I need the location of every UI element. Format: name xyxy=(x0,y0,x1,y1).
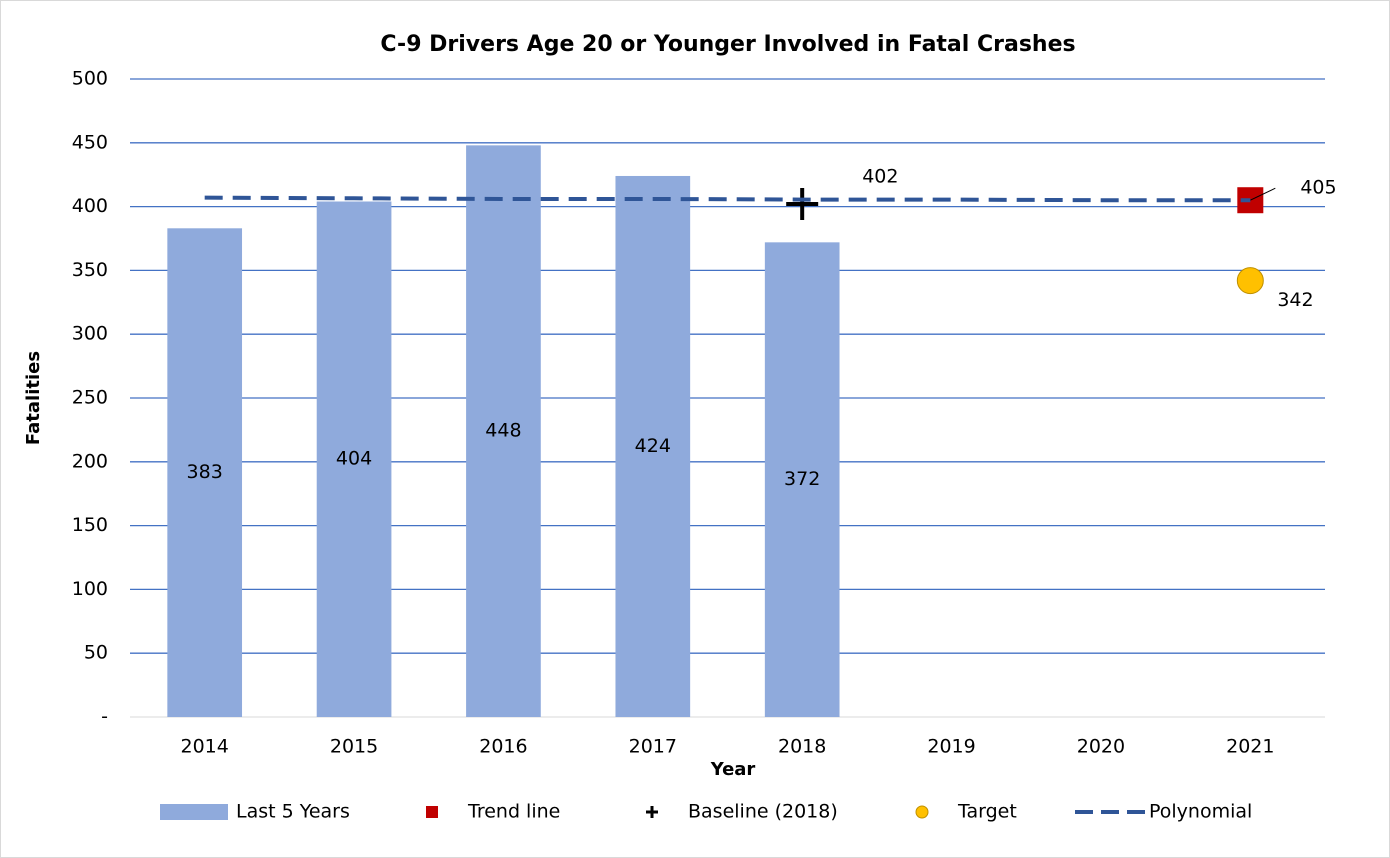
x-tick-label: 2020 xyxy=(1077,736,1125,758)
y-tick-label: 400 xyxy=(72,195,108,217)
data-label: 404 xyxy=(336,448,372,470)
x-tick-label: 2016 xyxy=(479,736,527,758)
y-tick-label: - xyxy=(101,706,108,728)
x-tick-label: 2017 xyxy=(629,736,677,758)
legend-label: Target xyxy=(957,801,1017,823)
legend-label: Last 5 Years xyxy=(236,801,350,823)
y-tick-label: 100 xyxy=(72,578,108,600)
x-tick-label: 2015 xyxy=(330,736,378,758)
bar xyxy=(466,145,541,718)
bar xyxy=(167,228,243,718)
baseline-marker xyxy=(786,188,819,221)
data-label: 383 xyxy=(187,461,223,483)
bar xyxy=(316,201,392,718)
legend-label: Trend line xyxy=(467,801,560,823)
data-label: 448 xyxy=(485,420,521,442)
x-tick-label: 2018 xyxy=(778,736,826,758)
y-tick-label: 500 xyxy=(72,68,108,90)
y-tick-label: 350 xyxy=(72,259,108,281)
y-tick-label: 450 xyxy=(72,131,108,153)
x-axis-title: Year xyxy=(710,759,756,780)
legend-swatch xyxy=(426,806,438,818)
data-label: 405 xyxy=(1300,177,1336,199)
y-tick-label: 300 xyxy=(72,323,108,345)
data-label: 424 xyxy=(635,435,671,457)
legend-swatch xyxy=(915,805,929,819)
y-tick-label: 50 xyxy=(84,642,108,664)
target-marker xyxy=(1236,267,1264,295)
x-tick-label: 2021 xyxy=(1226,736,1274,758)
leader-line xyxy=(1250,187,1276,201)
polynomial-line xyxy=(204,195,1251,203)
chart-title: C-9 Drivers Age 20 or Younger Involved i… xyxy=(380,32,1075,57)
legend-label: Polynomial xyxy=(1149,801,1252,823)
legend-swatch xyxy=(160,804,228,820)
y-tick-label: 150 xyxy=(72,514,108,536)
y-axis-title: Fatalities xyxy=(23,351,44,445)
data-label: 402 xyxy=(862,166,898,188)
legend-label: Baseline (2018) xyxy=(688,801,838,823)
data-label: 342 xyxy=(1277,289,1313,311)
y-tick-label: 250 xyxy=(72,387,108,409)
bar xyxy=(764,242,840,717)
data-label: 372 xyxy=(784,468,820,490)
y-tick-label: 200 xyxy=(72,450,108,472)
legend-swatch xyxy=(646,806,658,818)
x-tick-label: 2014 xyxy=(181,736,229,758)
bar xyxy=(615,175,691,717)
x-tick-label: 2019 xyxy=(927,736,975,758)
